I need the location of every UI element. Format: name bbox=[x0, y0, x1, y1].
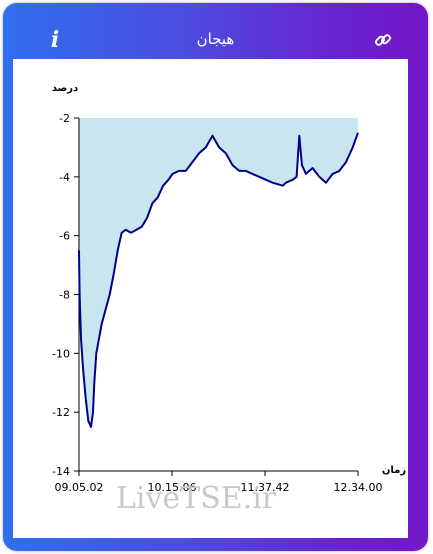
x-tick-label: 10.15.06 bbox=[148, 481, 197, 494]
series-line bbox=[78, 132, 359, 428]
chart-panel: -2 -4 -6 -8 -10 -12 -14 09.05.02 10.15.06 11.37.4… bbox=[13, 59, 408, 538]
y-tick-label: -2 bbox=[59, 112, 70, 125]
y-tick-label: -14 bbox=[52, 465, 70, 478]
y-tick-label: -10 bbox=[52, 347, 70, 360]
app-window: i هیجان -2 -4 -6 -8 -10 -12 -14 09.05.02 10.15.0… bbox=[3, 3, 428, 551]
watermark: LiveTSE.ir bbox=[116, 481, 277, 516]
x-tick-label: 11.37.42 bbox=[241, 481, 290, 494]
x-axis-label: زمان bbox=[382, 465, 406, 476]
page-title: هیجان bbox=[196, 30, 235, 48]
info-icon[interactable]: i bbox=[50, 27, 60, 53]
y-axis-label: درصد bbox=[52, 83, 78, 94]
link-icon[interactable] bbox=[373, 30, 393, 50]
y-tick-label: -8 bbox=[59, 289, 70, 302]
y-tick-label: -6 bbox=[59, 230, 70, 243]
area-fill bbox=[79, 118, 358, 427]
area-chart: -2 -4 -6 -8 -10 -12 -14 09.05.02 10.15.06 11.37.4… bbox=[52, 83, 407, 494]
y-tick-label: -12 bbox=[52, 406, 70, 419]
x-tick-label: 12.34.00 bbox=[334, 481, 383, 494]
y-tick-label: -4 bbox=[59, 171, 70, 184]
x-tick-label: 09.05.02 bbox=[55, 481, 104, 494]
